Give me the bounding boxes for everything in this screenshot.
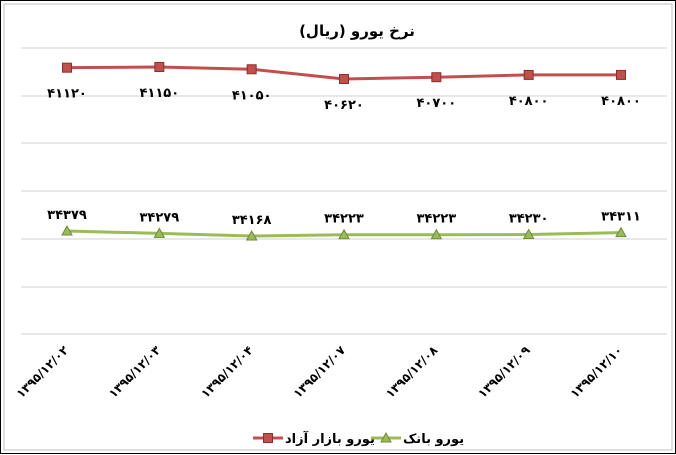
data-label: ۳۴۳۱۱ [601, 210, 641, 225]
data-point-triangle [153, 227, 166, 238]
data-label: ۴۰۸۰۰ [601, 94, 641, 109]
plot-area-border [3, 3, 673, 451]
data-point-triangle [338, 228, 350, 240]
data-point-square [154, 62, 165, 72]
x-tick-label: ۱۳۹۵/۱۲/۰۴ [198, 343, 256, 401]
data-point-triangle [245, 229, 258, 241]
data-label: ۳۴۲۳۰ [509, 212, 549, 227]
data-label: ۴۱۱۵۰ [139, 86, 179, 101]
data-point-triangle [522, 228, 535, 240]
data-point-triangle [615, 226, 627, 238]
x-tick-label: ۱۳۹۵/۱۲/۰۲ [14, 343, 72, 401]
data-point-square [616, 69, 626, 80]
x-tick-label: ۱۳۹۵/۱۲/۰۹ [475, 343, 533, 401]
chart-title: نرخ یورو (ریال) [299, 22, 415, 40]
gridlines [21, 47, 667, 335]
data-labels: ۴۱۱۲۰ ۴۱۱۵۰ ۴۱۰۵۰ ۴۰۶۲۰ ۴۰۷۰۰ ۴۰۸۰۰ ۴۰۸۰۰ ۳۴۳۷۹… [47, 86, 641, 228]
data-label: ۴۱۱۲۰ [47, 87, 87, 102]
data-point-square [431, 72, 442, 83]
data-point-triangle [430, 228, 443, 240]
data-label: ۴۰۶۲۰ [324, 98, 364, 113]
data-point-square [523, 69, 534, 80]
data-point-square [62, 62, 72, 73]
data-point-square [246, 64, 257, 75]
x-tick-label: ۱۳۹۵/۱۲/۰۷ [291, 343, 349, 401]
data-label: ۳۴۳۷۹ [47, 208, 87, 223]
data-point-triangle [61, 224, 73, 236]
legend-label-bank: یورو بانک [403, 432, 464, 447]
legend-label-free-market: یورو بازار آزاد [285, 430, 375, 447]
data-label: ۳۴۲۲۳ [416, 212, 456, 227]
data-label: ۳۴۱۶۸ [232, 213, 272, 228]
x-tick-label: ۱۳۹۵/۱۲/۱۰ [568, 343, 626, 401]
data-point-square [339, 74, 349, 84]
series-lines [61, 62, 627, 241]
x-tick-label: ۱۳۹۵/۱۲/۰۸ [383, 343, 441, 401]
legend: یورو بازار آزاد یورو بانک [253, 430, 464, 447]
data-label: ۴۰۸۰۰ [509, 94, 549, 109]
data-label: ۴۰۷۰۰ [416, 96, 456, 111]
data-label: ۳۴۲۷۹ [139, 210, 179, 225]
legend-marker-square [263, 433, 273, 443]
data-label: ۴۱۰۵۰ [232, 88, 272, 103]
x-tick-label: ۱۳۹۵/۱۲/۰۳ [106, 343, 164, 401]
data-label: ۳۴۲۲۳ [324, 212, 364, 227]
legend-marker-triangle [380, 431, 392, 443]
x-axis-labels: ۱۳۹۵/۱۲/۰۲ ۱۳۹۵/۱۲/۰۳ ۱۳۹۵/۱۲/۰۴ ۱۳۹۵/۱۲/۰۷… [14, 343, 626, 401]
